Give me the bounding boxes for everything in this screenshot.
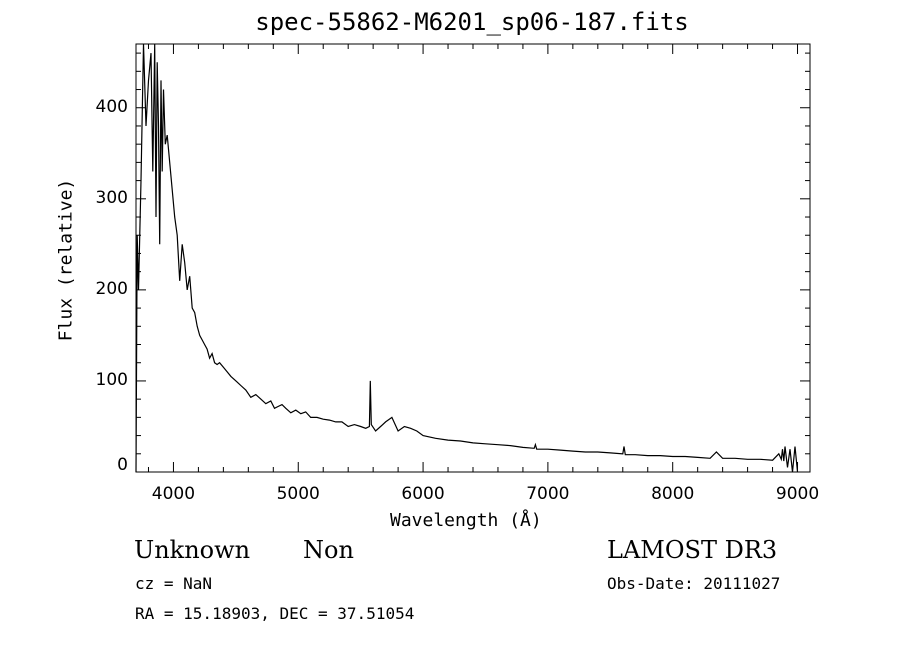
flux-series-line bbox=[135, 43, 799, 473]
coordinates-label: RA = 15.18903, DEC = 37.51054 bbox=[135, 604, 415, 623]
survey-label: LAMOST DR3 bbox=[607, 536, 778, 564]
x-axis-label: Wavelength (Å) bbox=[390, 510, 542, 531]
chart-title: spec-55862-M6201_sp06-187.fits bbox=[255, 8, 689, 36]
x-tick-label: 8000 bbox=[651, 484, 695, 504]
x-tick-label: 9000 bbox=[775, 484, 820, 504]
subclass-label: Non bbox=[303, 536, 354, 564]
obs-date-label: Obs-Date: 20111027 bbox=[607, 574, 781, 593]
y-tick-label: 0 bbox=[117, 455, 128, 475]
x-tick-label: 6000 bbox=[401, 484, 445, 504]
y-tick-label: 300 bbox=[95, 187, 128, 208]
x-tick-label: 7000 bbox=[526, 484, 570, 504]
y-tick-label: 400 bbox=[95, 96, 128, 117]
x-tick-label: 5000 bbox=[276, 484, 320, 504]
y-tick-label: 100 bbox=[95, 369, 128, 390]
x-tick-label: 4000 bbox=[151, 484, 196, 504]
y-axis-label: Flux (relative) bbox=[55, 178, 77, 342]
x-tick-marks bbox=[147, 44, 799, 472]
classification-label: Unknown bbox=[134, 536, 251, 564]
plot-frame bbox=[135, 43, 811, 473]
redshift-label: cz = NaN bbox=[135, 574, 213, 593]
y-tick-label: 200 bbox=[95, 278, 128, 299]
y-tick-marks bbox=[136, 52, 810, 473]
